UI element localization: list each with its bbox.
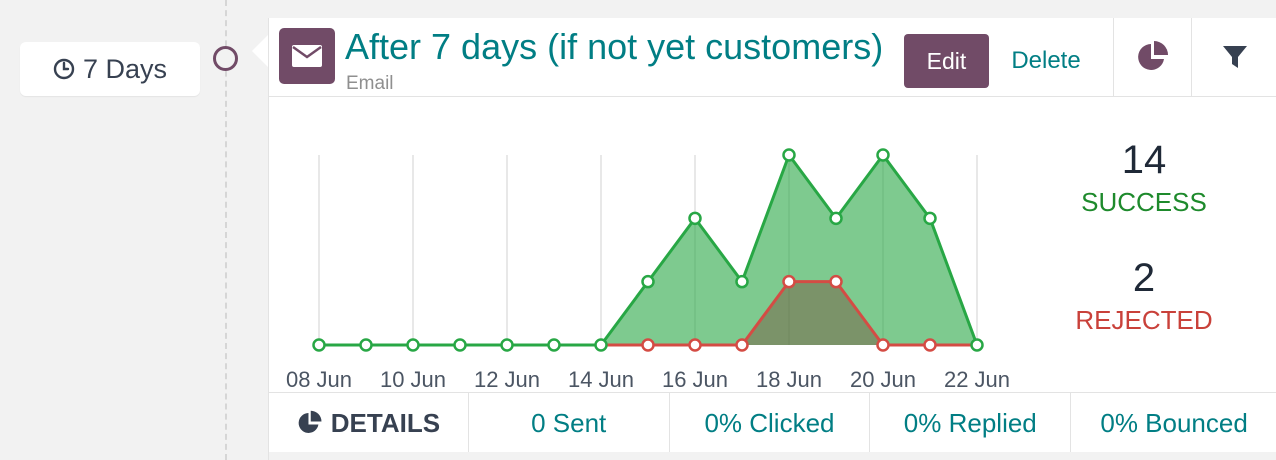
series-point-0 <box>500 338 514 352</box>
series-point-1 <box>735 338 749 352</box>
delete-button[interactable]: Delete <box>1011 47 1081 74</box>
pie-chart-icon <box>298 410 322 433</box>
envelope-icon <box>292 45 322 67</box>
x-tick-label: 10 Jun <box>380 367 446 392</box>
edit-button[interactable]: Edit <box>904 34 989 88</box>
replied-stat[interactable]: 0% Replied <box>870 393 1072 453</box>
series-point-0 <box>829 211 843 226</box>
stats-footer: DETAILS 0 Sent 0% Clicked 0% Replied 0% … <box>269 392 1276 453</box>
timeline-node <box>213 46 238 71</box>
x-tick-label: 16 Jun <box>662 367 728 392</box>
tab-filter[interactable] <box>1191 18 1276 97</box>
sent-stat[interactable]: 0 Sent <box>469 393 670 453</box>
stats-panel: 14 SUCCESS 2 REJECTED <box>1059 138 1229 336</box>
card-pointer <box>252 34 269 68</box>
x-tick-label: 14 Jun <box>568 367 634 392</box>
series-point-0 <box>735 274 749 289</box>
series-point-0 <box>876 148 890 162</box>
series-point-0 <box>641 274 655 289</box>
rejected-count: 2 <box>1132 256 1156 300</box>
bounced-stat[interactable]: 0% Bounced <box>1100 407 1248 438</box>
timeline-line <box>225 0 227 460</box>
series-point-0 <box>688 211 702 226</box>
series-point-0 <box>923 211 937 226</box>
x-tick-label: 18 Jun <box>756 367 822 392</box>
clock-icon <box>53 58 75 80</box>
series-point-1 <box>876 338 890 352</box>
series-point-0 <box>547 338 561 352</box>
tab-graph[interactable] <box>1113 18 1192 96</box>
series-point-1 <box>688 338 702 352</box>
card-bottom-strip <box>269 452 1276 460</box>
activity-type-label: Email <box>346 73 394 94</box>
activity-header: After 7 days (if not yet customers) Emai… <box>269 18 1276 97</box>
activity-card: After 7 days (if not yet customers) Emai… <box>268 18 1276 460</box>
details-label: DETAILS <box>330 407 441 438</box>
series-point-1 <box>782 274 796 289</box>
x-tick-label: 08 Jun <box>286 367 352 392</box>
success-label: SUCCESS <box>1081 187 1207 217</box>
details-button[interactable]: DETAILS <box>269 393 469 453</box>
x-tick-label: 20 Jun <box>850 367 916 392</box>
series-point-0 <box>359 338 373 352</box>
series-point-0 <box>453 338 467 352</box>
series-point-0 <box>970 338 984 352</box>
series-point-0 <box>594 338 608 352</box>
x-tick-label: 22 Jun <box>944 367 1010 392</box>
pie-chart-icon <box>1138 41 1168 70</box>
x-tick-label: 12 Jun <box>474 367 540 392</box>
series-area-0 <box>319 155 977 345</box>
rejected-label: REJECTED <box>1075 305 1213 335</box>
filter-icon <box>1223 46 1247 68</box>
series-point-1 <box>641 338 655 352</box>
interval-label: 7 Days <box>82 53 168 84</box>
series-point-1 <box>923 338 937 352</box>
series-point-1 <box>829 274 843 289</box>
activity-title[interactable]: After 7 days (if not yet customers) <box>345 26 884 67</box>
series-area-1 <box>319 281 977 345</box>
series-point-0 <box>312 338 326 352</box>
clicked-stat[interactable]: 0% Clicked <box>670 393 871 453</box>
series-point-0 <box>406 338 420 352</box>
series-point-0 <box>782 148 796 162</box>
success-count: 14 <box>1121 138 1167 182</box>
activity-chart: 08 Jun 10 Jun 12 Jun 14 Jun 16 Jun 18 Jun 20 J… <box>286 148 1010 392</box>
activity-type-icon <box>279 28 335 84</box>
interval-badge: 7 Days <box>20 42 200 96</box>
